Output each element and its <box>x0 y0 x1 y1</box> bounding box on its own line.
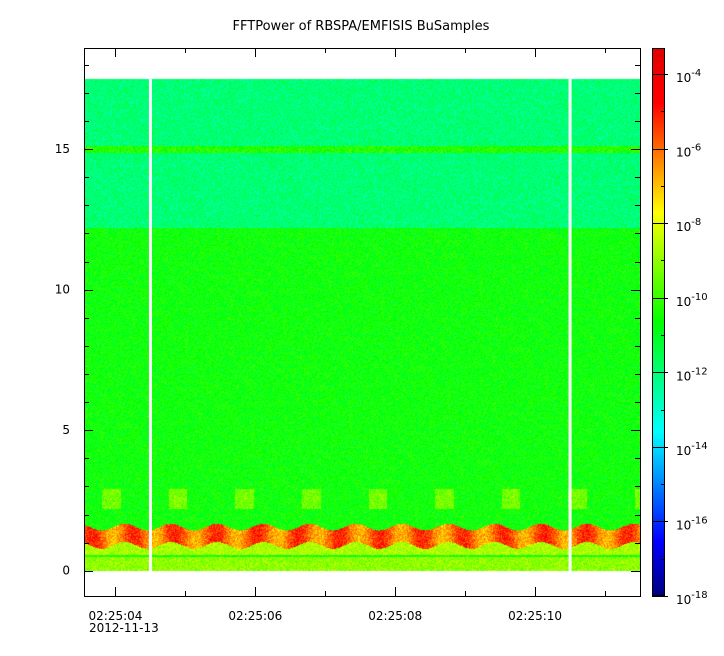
colorbar-frame <box>652 48 665 596</box>
y-tick-label: 0 <box>62 564 70 578</box>
heatmap-image <box>84 48 640 596</box>
colorbar-tick-label: 10-4 <box>676 68 701 85</box>
x-tick-label: 02:25:04 <box>89 609 143 623</box>
x-axis: 02:25:04 02:25:06 02:25:08 02:25:10 2012-11-… <box>89 48 606 635</box>
y-tick-label: 15 <box>55 142 70 156</box>
colorbar-gradient <box>652 48 664 596</box>
data-gaps <box>148 78 572 572</box>
data-gap <box>568 78 572 572</box>
data-gap <box>148 78 152 572</box>
spectrogram-pixels <box>84 48 640 596</box>
colorbar-tick-label: 10-18 <box>676 590 708 607</box>
colorbar-tick-label: 10-6 <box>676 143 701 160</box>
plot-frame <box>84 48 641 597</box>
colorbar-tick-label: 10-16 <box>676 515 708 532</box>
y-tick-label: 10 <box>55 283 70 297</box>
chart-title: FFTPower of RBSPA/EMFISIS BuSamples <box>233 19 490 34</box>
colorbar-tick-label: 10-10 <box>676 292 708 309</box>
colorbar: 10-4 10-6 10-8 10-10 10-12 10-14 10-16 10-18 <box>652 48 708 607</box>
colorbar-tick-label: 10-12 <box>676 366 708 383</box>
x-date-label: 2012-11-13 <box>89 621 159 635</box>
colorbar-tick-label: 10-8 <box>676 217 701 234</box>
x-tick-label: 02:25:08 <box>368 609 422 623</box>
y-axis: 0 5 10 15 <box>55 65 640 578</box>
x-tick-label: 02:25:10 <box>508 609 562 623</box>
x-tick-label: 02:25:06 <box>228 609 282 623</box>
y-tick-label: 5 <box>62 423 70 437</box>
colorbar-tick-label: 10-14 <box>676 441 708 458</box>
